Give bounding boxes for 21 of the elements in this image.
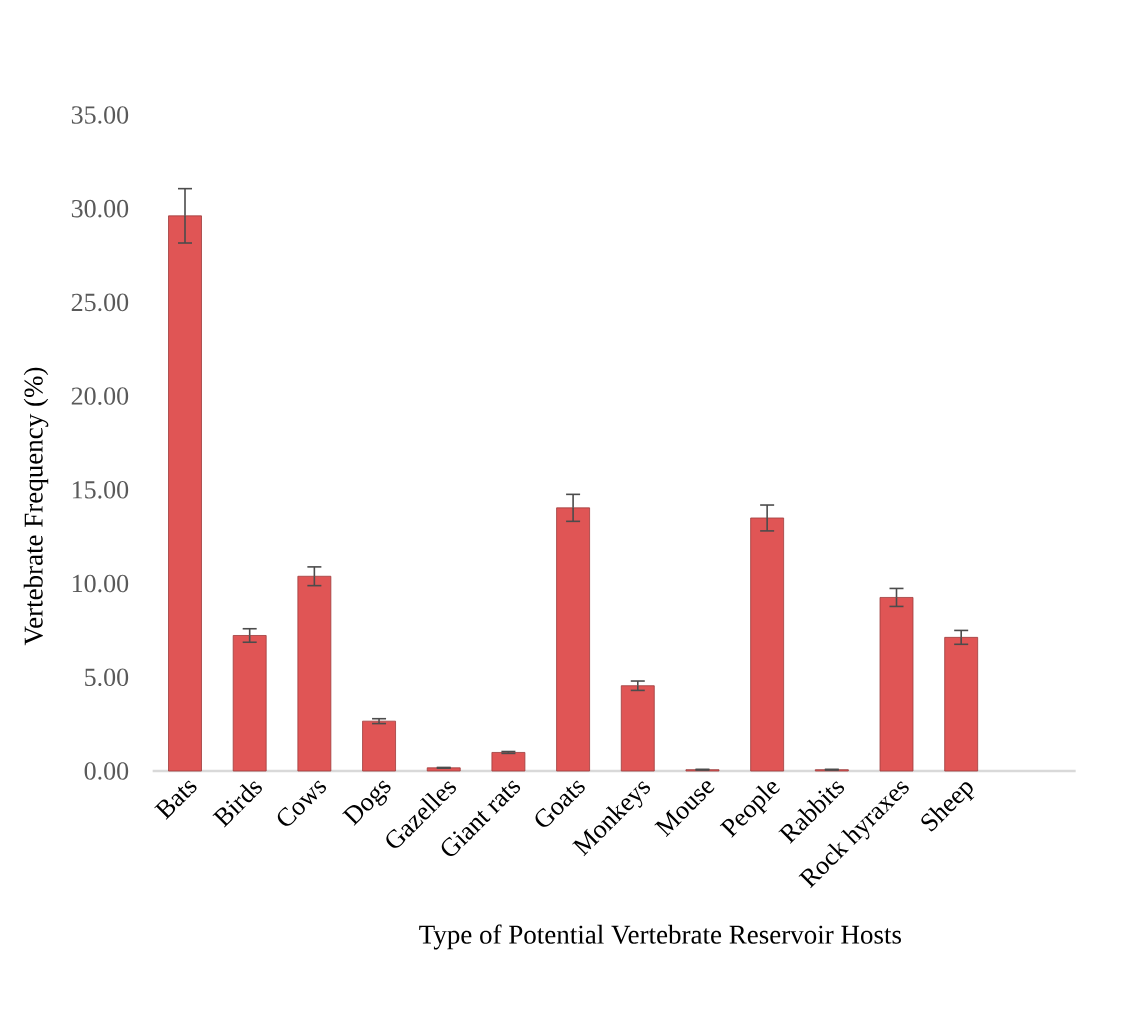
bar <box>168 215 202 772</box>
y-tick-label: 35.00 <box>71 106 129 124</box>
bar <box>491 752 526 772</box>
y-tick-label: 5.00 <box>85 668 129 687</box>
y-tick-label: 10.00 <box>72 574 129 593</box>
bar <box>362 720 396 772</box>
bar <box>944 636 979 772</box>
bar <box>750 517 785 772</box>
y-tick-label: 30.00 <box>71 199 129 218</box>
y-tick-label: 25.00 <box>71 293 129 312</box>
y-tick-label: 0.00 <box>84 762 129 780</box>
x-axis-title: Type of Potential Vertebrate Reservoir Hosts <box>419 924 902 950</box>
bar <box>297 575 332 772</box>
x-tick-label: Bats <box>154 780 197 820</box>
y-axis-title: Vertebrate Frequency (%) <box>23 367 49 646</box>
y-tick-label: 15.00 <box>72 481 129 499</box>
bar <box>879 597 914 772</box>
bar <box>232 635 267 772</box>
y-tick-label: 20.00 <box>71 387 129 405</box>
bar <box>556 507 590 772</box>
bar <box>620 685 655 772</box>
